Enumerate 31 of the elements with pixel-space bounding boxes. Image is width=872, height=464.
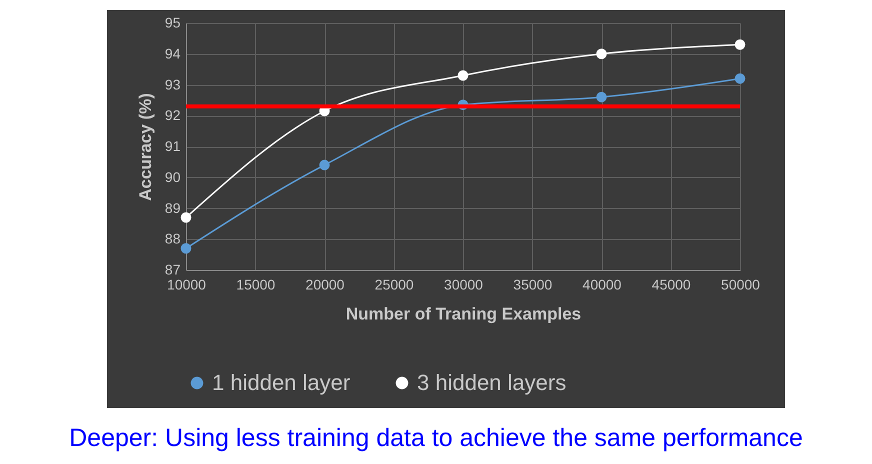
legend-label: 1 hidden layer <box>212 370 350 395</box>
x-tick-label: 25000 <box>374 276 414 292</box>
y-tick-label: 91 <box>164 138 181 154</box>
y-tick-label: 87 <box>164 262 181 278</box>
point <box>734 73 746 84</box>
point <box>596 48 607 60</box>
x-tick-label: 50000 <box>721 276 760 292</box>
y-tick-label: 95 <box>164 14 181 30</box>
point <box>458 70 468 81</box>
y-tick-label: 90 <box>164 168 181 185</box>
point <box>180 243 192 254</box>
text: Deeper: Using less training data to achieve the same performance <box>68 424 804 453</box>
x-tick-label: 20000 <box>306 276 345 292</box>
x-tick-label: 40000 <box>582 276 622 292</box>
y-tick-label: 92 <box>164 107 181 124</box>
x-tick-label: 30000 <box>444 276 484 292</box>
x-axis-title: Number of Traning Examples <box>346 304 582 324</box>
point <box>180 212 192 223</box>
legend-label: 3 hidden layers <box>417 370 566 395</box>
point <box>319 160 330 170</box>
y-tick-label: 94 <box>164 45 181 62</box>
y-tick-label: 89 <box>164 200 181 216</box>
x-tick-label: 35000 <box>513 276 552 292</box>
x-tick-label: 15000 <box>236 276 276 292</box>
y-tick-label: 88 <box>164 230 181 247</box>
point <box>734 39 746 50</box>
point <box>596 92 607 102</box>
y-tick-label: 93 <box>164 76 181 92</box>
x-tick-label: 10000 <box>167 276 206 292</box>
y-axis-title: Accuracy (%) <box>136 93 155 201</box>
x-tick-label: 45000 <box>652 276 691 292</box>
